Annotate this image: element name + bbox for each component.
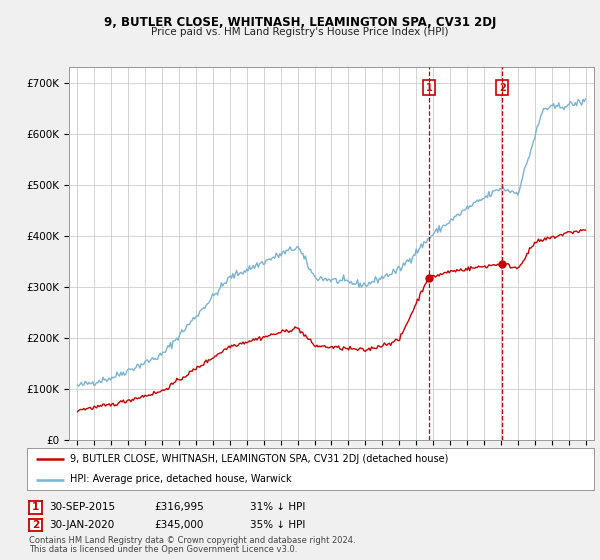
Text: 9, BUTLER CLOSE, WHITNASH, LEAMINGTON SPA, CV31 2DJ: 9, BUTLER CLOSE, WHITNASH, LEAMINGTON SP… — [104, 16, 496, 29]
Text: This data is licensed under the Open Government Licence v3.0.: This data is licensed under the Open Gov… — [29, 545, 297, 554]
Text: 2: 2 — [499, 83, 506, 92]
Text: 2: 2 — [32, 520, 39, 530]
Text: Contains HM Land Registry data © Crown copyright and database right 2024.: Contains HM Land Registry data © Crown c… — [29, 536, 355, 545]
Text: Price paid vs. HM Land Registry's House Price Index (HPI): Price paid vs. HM Land Registry's House … — [151, 27, 449, 37]
Text: 30-JAN-2020: 30-JAN-2020 — [49, 520, 115, 530]
Text: 1: 1 — [425, 83, 432, 92]
Text: 9, BUTLER CLOSE, WHITNASH, LEAMINGTON SPA, CV31 2DJ (detached house): 9, BUTLER CLOSE, WHITNASH, LEAMINGTON SP… — [70, 454, 448, 464]
Text: £345,000: £345,000 — [154, 520, 203, 530]
Text: 31% ↓ HPI: 31% ↓ HPI — [250, 502, 305, 512]
Text: £316,995: £316,995 — [154, 502, 204, 512]
Text: 35% ↓ HPI: 35% ↓ HPI — [250, 520, 305, 530]
Text: HPI: Average price, detached house, Warwick: HPI: Average price, detached house, Warw… — [70, 474, 291, 484]
Text: 30-SEP-2015: 30-SEP-2015 — [49, 502, 115, 512]
Text: 1: 1 — [32, 502, 39, 512]
